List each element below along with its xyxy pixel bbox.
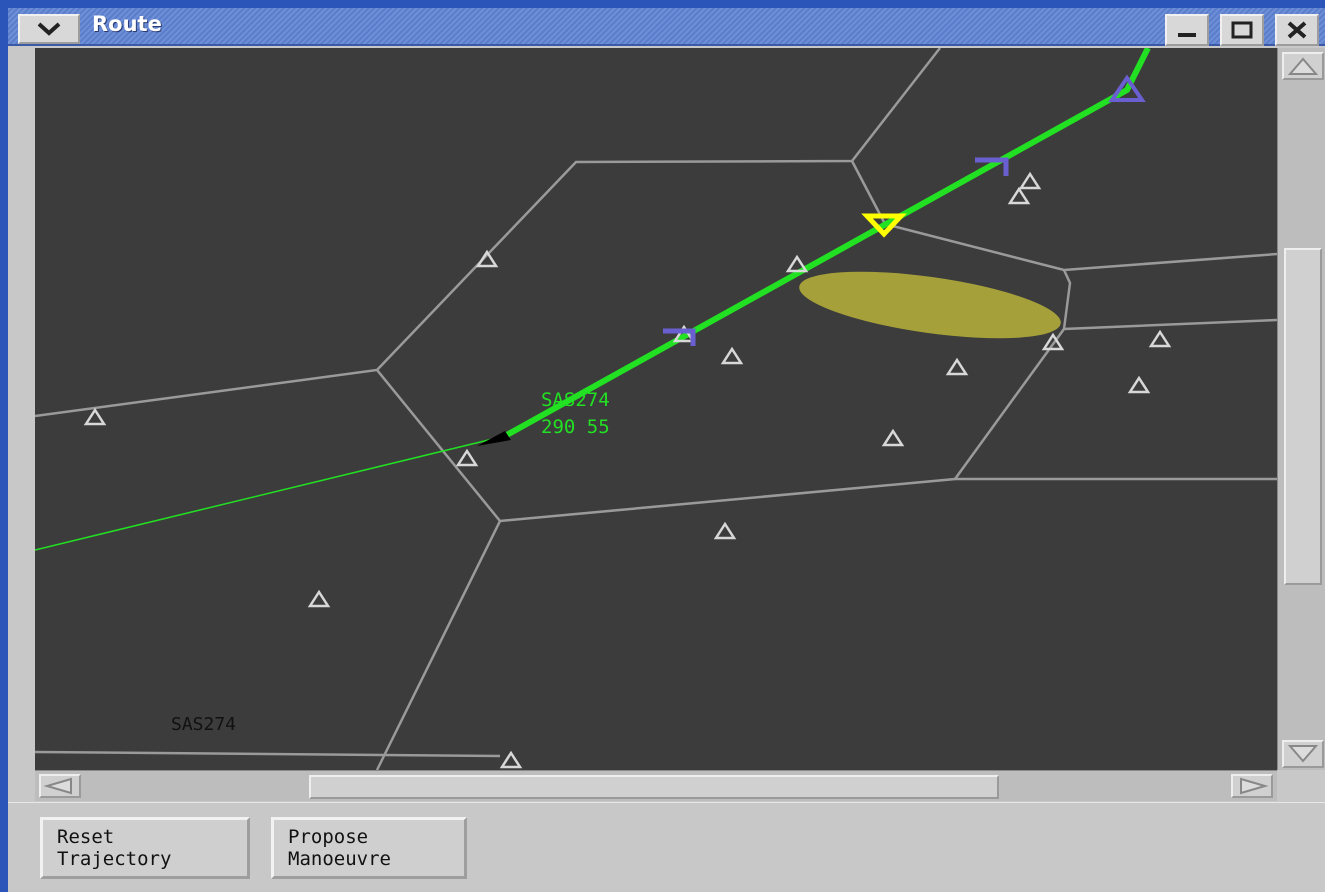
beacon-icon	[672, 324, 696, 343]
beacon-icon	[881, 428, 905, 447]
arrow-up-icon	[1287, 57, 1319, 75]
bottom-callsign-label: SAS274	[171, 714, 236, 735]
beacon-icon	[945, 357, 969, 376]
map-canvas[interactable]: SAS274 290 55 SAS274	[35, 48, 1277, 770]
scroll-up-button[interactable]	[1282, 52, 1324, 80]
window-title: Route	[92, 12, 162, 36]
propose-manoeuvre-button[interactable]: Propose Manoeuvre	[271, 817, 467, 879]
minimize-icon	[1178, 33, 1196, 37]
propose-button-line2: Manoeuvre	[288, 848, 391, 870]
beacon-icon	[499, 750, 523, 769]
button-bar: Reset Trajectory Propose Manoeuvre	[8, 802, 1325, 892]
vertical-scrollbar[interactable]	[1277, 48, 1325, 770]
beacon-icon	[785, 254, 809, 273]
vertical-scroll-thumb[interactable]	[1284, 248, 1322, 585]
weather-area	[799, 271, 1061, 339]
route-line[interactable]	[503, 48, 1151, 439]
beacon-icon	[713, 521, 737, 540]
beacon-icon	[475, 249, 499, 268]
beacon-icon	[455, 448, 479, 467]
horizontal-scroll-thumb[interactable]	[309, 775, 999, 799]
beacon-icon	[83, 407, 107, 426]
propose-button-line1: Propose	[288, 826, 369, 848]
beacon-icon	[1041, 332, 1065, 351]
scroll-left-button[interactable]	[39, 774, 81, 798]
reset-button-line2: Trajectory	[57, 848, 172, 870]
maximize-icon	[1231, 21, 1253, 39]
scroll-right-button[interactable]	[1231, 774, 1273, 798]
aircraft-data: 290 55	[541, 416, 610, 438]
minimize-button[interactable]	[1165, 14, 1209, 46]
window-menu-button[interactable]	[18, 14, 80, 44]
beacon-icon	[720, 346, 744, 365]
aircraft-callsign[interactable]: SAS274	[541, 389, 610, 411]
waypoint-marker-icon	[663, 328, 696, 346]
scroll-down-button[interactable]	[1282, 740, 1324, 768]
past-track	[35, 435, 506, 551]
beacon-icon	[1127, 375, 1151, 394]
active-waypoint-icon[interactable]	[861, 213, 907, 238]
route-end-marker-icon	[1108, 74, 1146, 102]
beacon-icon	[1007, 186, 1031, 205]
reset-trajectory-button[interactable]: Reset Trajectory	[40, 817, 250, 879]
close-icon	[1287, 21, 1307, 39]
arrow-left-icon	[43, 777, 72, 795]
beacon-icon	[307, 589, 331, 608]
horizontal-scrollbar[interactable]	[35, 770, 1277, 801]
title-bar[interactable]: Route	[8, 8, 1325, 46]
beacon-icon	[1018, 171, 1042, 190]
arrow-down-icon	[1287, 745, 1319, 763]
reset-button-line1: Reset	[57, 826, 115, 848]
beacon-icon	[1148, 329, 1172, 348]
route-waypoints	[663, 157, 1009, 346]
maximize-button[interactable]	[1220, 14, 1264, 46]
route-map[interactable]: SAS274 290 55 SAS274	[35, 48, 1277, 770]
beacons	[83, 171, 1172, 769]
sector-boundaries	[35, 48, 1277, 770]
arrow-right-icon	[1240, 777, 1269, 795]
waypoint-marker-icon	[975, 157, 1009, 176]
chevron-down-icon	[37, 22, 61, 36]
close-button[interactable]	[1275, 14, 1319, 46]
route-window: Route	[8, 8, 1325, 892]
aircraft-icon[interactable]	[477, 431, 511, 446]
